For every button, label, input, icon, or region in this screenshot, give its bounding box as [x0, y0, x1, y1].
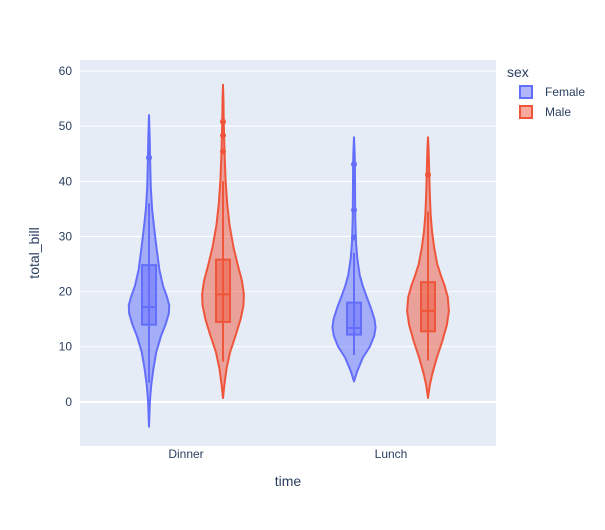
violin-box	[420, 281, 436, 333]
legend-swatch	[519, 85, 533, 99]
outlier-point	[220, 148, 226, 155]
outlier-point	[146, 154, 152, 161]
axes: 0 10 20 30 40 50 60 Dinner Lunch	[59, 64, 408, 461]
x-tick-label: Lunch	[375, 447, 408, 461]
outlier-point	[351, 161, 357, 168]
y-tick-label: 0	[65, 395, 72, 409]
violin-male-lunch[interactable]	[406, 136, 450, 400]
legend-label: Female	[545, 85, 586, 99]
x-tick-label: Dinner	[168, 447, 203, 461]
outlier-point	[351, 206, 357, 213]
violin-box	[346, 301, 362, 336]
legend-item-female[interactable]: Female	[519, 85, 585, 99]
outlier-point	[220, 118, 226, 125]
violin-male-dinner[interactable]	[201, 83, 245, 400]
x-axis-title: time	[275, 473, 302, 489]
legend-item-male[interactable]: Male	[519, 105, 571, 119]
legend-swatch	[519, 105, 533, 119]
violin-female-dinner[interactable]	[127, 114, 171, 428]
violins	[127, 83, 450, 428]
outlier-point	[425, 171, 431, 178]
violin-box	[141, 264, 157, 326]
violin-female-lunch[interactable]	[331, 136, 377, 383]
y-tick-label: 10	[59, 340, 73, 354]
y-tick-label: 40	[59, 174, 73, 188]
y-axis-title: total_bill	[26, 227, 42, 278]
y-tick-label: 30	[59, 229, 73, 243]
outlier-point	[220, 132, 226, 139]
y-tick-label: 50	[59, 119, 73, 133]
violin-box	[215, 258, 231, 323]
y-tick-label: 20	[59, 285, 73, 299]
outlier-point	[351, 234, 357, 241]
y-tick-label: 60	[59, 64, 73, 78]
legend-title: sex	[507, 64, 529, 80]
legend-label: Male	[545, 105, 572, 119]
